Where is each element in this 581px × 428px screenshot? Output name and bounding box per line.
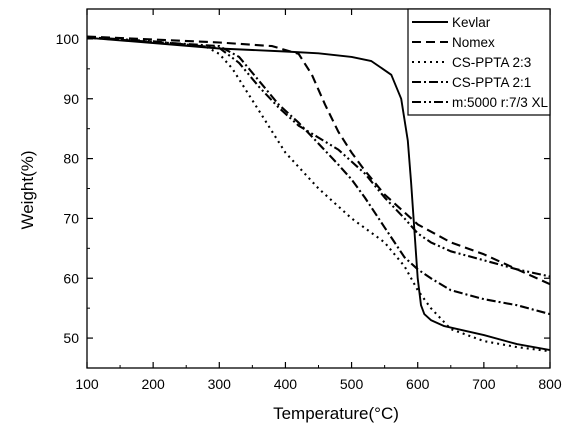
x-tick-label: 400 xyxy=(274,376,298,392)
legend-label: Nomex xyxy=(452,35,495,50)
x-tick-label: 100 xyxy=(75,376,99,392)
series-3 xyxy=(86,36,551,316)
legend-label: m:5000 r:7/3 XL xyxy=(452,95,549,110)
x-tick-label: 800 xyxy=(538,376,562,392)
data-point xyxy=(351,179,352,180)
y-tick-label: 100 xyxy=(56,31,80,47)
data-point xyxy=(483,340,484,341)
data-point xyxy=(483,260,484,261)
x-tick-label: 200 xyxy=(141,376,165,392)
series-layer xyxy=(86,35,551,353)
x-tick-label: 500 xyxy=(340,376,364,392)
series-1 xyxy=(86,35,551,286)
x-axis-label: Temperature(°C) xyxy=(273,404,399,423)
x-axis-ticks: 100 200 300 400 500 600 700 800 xyxy=(75,9,562,392)
y-axis-label: Weight(%) xyxy=(18,150,37,229)
x-tick-label: 600 xyxy=(406,376,430,392)
data-point xyxy=(351,218,352,219)
y-tick-label: 80 xyxy=(63,151,79,167)
series-line xyxy=(86,36,551,316)
data-point xyxy=(450,329,451,330)
y-tick-label: 60 xyxy=(63,270,79,286)
data-point xyxy=(404,266,405,267)
legend: Kevlar Nomex CS-PPTA 2:3 CS-PPTA 2:1 m:5000 … xyxy=(407,8,551,116)
data-point xyxy=(384,242,385,243)
data-point xyxy=(153,39,154,40)
y-axis-ticks: 50 60 70 80 90 100 xyxy=(56,31,550,346)
data-point xyxy=(258,80,259,81)
legend-label: CS-PPTA 2:3 xyxy=(452,55,531,70)
legend-label: CS-PPTA 2:1 xyxy=(452,75,531,90)
data-point xyxy=(364,170,365,171)
data-point xyxy=(450,242,451,243)
x-tick-label: 700 xyxy=(472,376,496,392)
data-point xyxy=(232,68,233,69)
data-point xyxy=(417,233,418,234)
series-line xyxy=(86,35,551,286)
legend-box xyxy=(407,8,551,116)
series-4 xyxy=(86,36,551,278)
y-tick-label: 50 xyxy=(63,330,79,346)
series-line xyxy=(86,36,551,278)
x-tick-label: 300 xyxy=(208,376,232,392)
y-tick-label: 90 xyxy=(63,91,79,107)
series-0 xyxy=(86,36,551,352)
y-tick-label: 70 xyxy=(63,210,79,226)
series-line xyxy=(86,36,551,352)
data-point xyxy=(245,89,246,90)
legend-label: Kevlar xyxy=(452,15,491,30)
